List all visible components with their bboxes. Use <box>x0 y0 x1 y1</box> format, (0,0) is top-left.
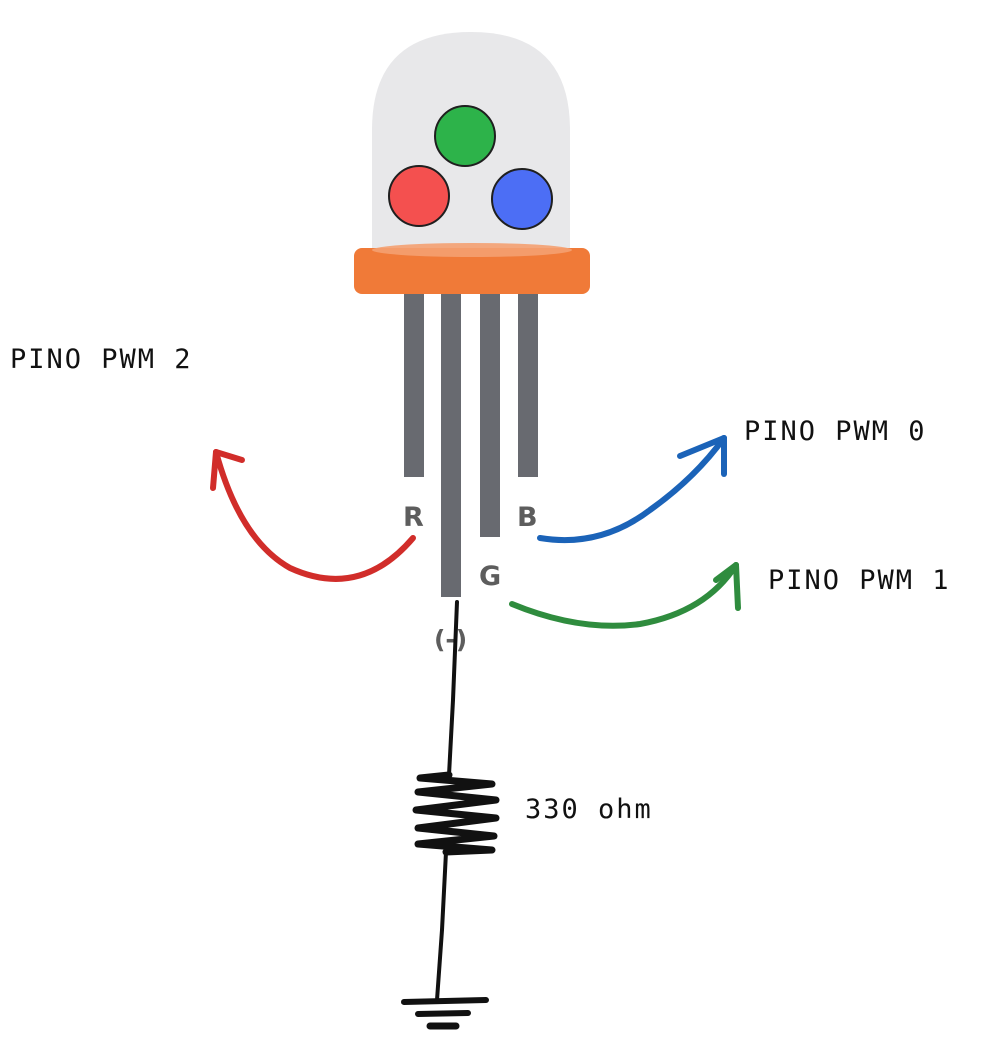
led-leads <box>404 292 538 597</box>
resistor-symbol <box>412 771 500 856</box>
label-pino-pwm-1: PINO PWM 1 <box>768 565 951 596</box>
label-pino-pwm-0: PINO PWM 0 <box>744 416 927 447</box>
arrow-green-g <box>509 562 741 629</box>
blue-diode <box>491 168 553 230</box>
pin-label-cathode: (-) <box>434 625 467 654</box>
lead-cathode <box>441 292 461 597</box>
lead-r <box>404 292 424 477</box>
pin-label-b: B <box>517 502 538 533</box>
lead-g <box>480 292 500 537</box>
label-pino-pwm-2: PINO PWM 2 <box>10 344 193 375</box>
diodes <box>388 105 553 230</box>
pin-label-r: R <box>403 502 424 533</box>
led-base <box>354 243 590 294</box>
green-diode <box>434 105 496 167</box>
label-resistor-value: 330 ohm <box>525 794 653 825</box>
cathode-wire <box>447 600 459 777</box>
ground-wire <box>435 850 448 1002</box>
pin-label-g: G <box>479 561 501 592</box>
lead-b <box>518 292 538 477</box>
arrow-blue-b <box>537 435 727 544</box>
red-diode <box>388 165 450 227</box>
arrow-red-r <box>210 449 416 582</box>
ground-symbol <box>401 997 489 1030</box>
